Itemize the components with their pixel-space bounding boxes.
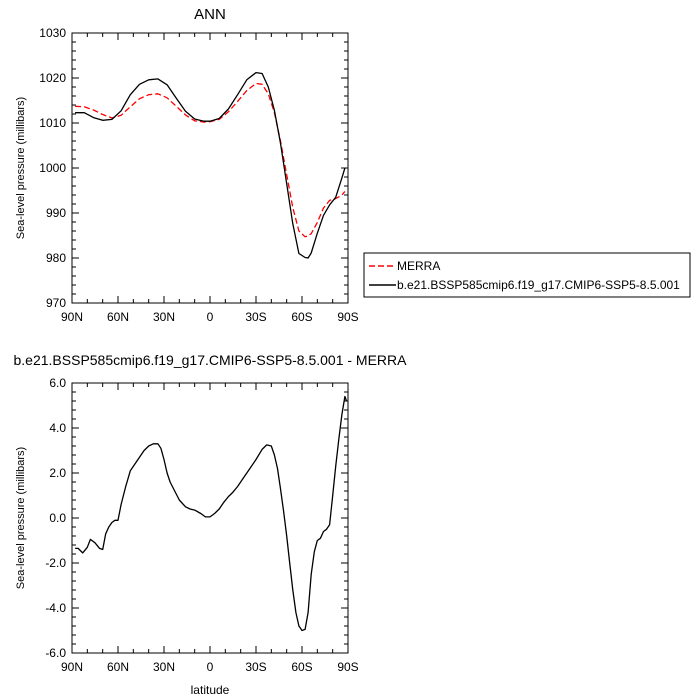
top-plot-frame [71,32,349,304]
bottom-y-tick-label: -4.0 [45,601,66,615]
top-y-tick-label: 1020 [39,71,66,85]
top-ticks: 90N 60N 30N 0 30S 60S 90S 970 980 990 1000 1010 1020… [39,26,358,324]
top-y-tick-label: 1030 [39,26,66,40]
bottom-y-tick-label: -6.0 [45,646,66,660]
bottom-chart-title: b.e21.BSSP585cmip6.f19_g17.CMIP6-SSP5-8.… [14,352,408,368]
top-y-tick-label: 970 [46,296,66,310]
bottom-x-tick-label: 0 [207,660,214,674]
top-x-tick-label: 90N [61,310,83,324]
bottom-x-axis-label: latitude [191,683,230,697]
top-series-group [75,71,346,259]
top-y-axis-label: Sea-level pressure (millibars) [15,97,27,239]
bottom-x-tick-label: 30S [245,660,266,674]
bottom-plot-frame [71,382,349,654]
top-x-tick-label: 60N [107,310,129,324]
top-x-tick-label: 30N [153,310,175,324]
bottom-y-tick-label: 0.0 [49,511,66,525]
bottom-x-tick-label: 60N [107,660,129,674]
bottom-series-line-0 [75,395,348,632]
bottom-y-tick-label: 6.0 [49,376,66,390]
legend-box [363,252,691,298]
bottom-y-tick-label: 4.0 [49,421,66,435]
legend: MERRA b.e21.BSSP585cmip6.f19_g17.CMIP6-S… [363,252,691,298]
top-series-line-1 [75,71,346,259]
top-x-tick-label: 30S [245,310,266,324]
bottom-x-tick-label: 60S [291,660,312,674]
bottom-y-tick-label: 2.0 [49,466,66,480]
top-chart-title: ANN [194,6,226,23]
top-y-tick-label: 990 [46,206,66,220]
top-series-line-0 [75,82,346,238]
top-y-tick-label: 1000 [39,161,66,175]
legend-label-model: b.e21.BSSP585cmip6.f19_g17.CMIP6-SSP5-8.… [397,278,680,292]
top-y-tick-label: 1010 [39,116,66,130]
top-panel: ANN Sea-level pressure (millibars) 90N 60… [15,6,359,324]
legend-label-merra: MERRA [397,259,440,273]
bottom-x-tick-label: 30N [153,660,175,674]
bottom-y-tick-label: -2.0 [45,556,66,570]
bottom-x-tick-label: 90S [337,660,358,674]
top-y-tick-label: 980 [46,251,66,265]
bottom-series-group [75,395,348,632]
top-x-tick-label: 0 [207,310,214,324]
top-x-tick-label: 60S [291,310,312,324]
bottom-panel: b.e21.BSSP585cmip6.f19_g17.CMIP6-SSP5-8.… [14,352,408,697]
bottom-ticks: 90N 60N 30N 0 30S 60S 90S -6.0 -4.0 -2.0 0.0 2.0 4.0… [45,376,358,674]
bottom-x-tick-label: 90N [61,660,83,674]
bottom-y-axis-label: Sea-level pressure (millibars) [15,447,27,589]
top-x-tick-label: 90S [337,310,358,324]
